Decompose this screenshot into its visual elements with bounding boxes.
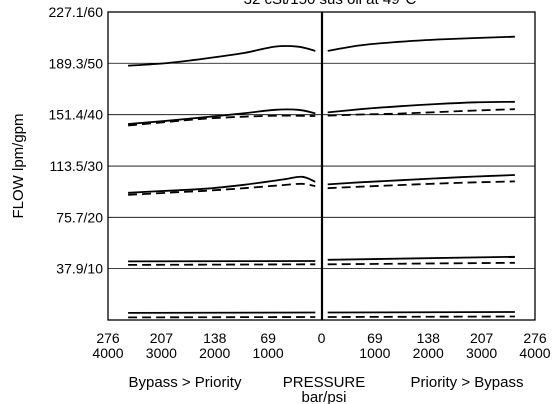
x-tick-label-bar: 138 bbox=[203, 330, 227, 346]
x-label-priority-bypass: Priority > Bypass bbox=[411, 374, 524, 391]
flow-curve-solid-right bbox=[327, 174, 515, 186]
x-tick-label-bar: 138 bbox=[417, 330, 441, 346]
x-tick-label-psi: 4000 bbox=[519, 345, 550, 361]
y-tick-label: 151.4/40 bbox=[49, 107, 104, 123]
x-label-bypass-priority: Bypass > Priority bbox=[129, 374, 242, 391]
flow-curve-dashed-right bbox=[327, 180, 515, 190]
y-tick-labels: 227.1/60 189.3/50 151.4/40 113.5/30 75.7/20 3… bbox=[49, 4, 104, 277]
x-tick-label-psi: 1000 bbox=[359, 345, 390, 361]
chart-title: 32 cSt/150 sus oil at 49°C bbox=[244, 0, 417, 8]
flow-curve-dashed-right bbox=[327, 108, 515, 117]
flow-curve-dashed-left bbox=[128, 114, 316, 127]
y-tick-label: 75.7/20 bbox=[56, 209, 103, 225]
y-tick-label: 37.9/10 bbox=[56, 261, 103, 277]
x-tick-label-bar: 276 bbox=[96, 330, 120, 346]
x-tick-label-psi: 2000 bbox=[413, 345, 444, 361]
flow-curve-solid-right bbox=[327, 35, 515, 52]
x-tick-label-bar: 276 bbox=[523, 330, 547, 346]
flow-curve-dashed-left bbox=[128, 182, 316, 196]
flow-curve-dashed-left bbox=[128, 263, 316, 266]
x-tick-label-psi: 1000 bbox=[253, 345, 284, 361]
x-tick-label-bar: 69 bbox=[367, 330, 383, 346]
x-label-units: bar/psi bbox=[301, 389, 346, 404]
x-tick-label-psi: 3000 bbox=[466, 345, 497, 361]
x-tick-label-psi: 2000 bbox=[199, 345, 230, 361]
flow-curve-dashed-right bbox=[327, 261, 515, 266]
flow-curve-solid-right bbox=[327, 100, 515, 114]
y-tick-label: 113.5/30 bbox=[50, 158, 104, 174]
flow-curve-solid-right bbox=[327, 255, 515, 261]
series-lines bbox=[128, 35, 515, 319]
y-axis-label: FLOW lpm/gpm bbox=[10, 113, 27, 218]
x-tick-label-bar: 69 bbox=[260, 330, 276, 346]
x-label-pressure: PRESSURE bbox=[283, 374, 366, 391]
y-tick-label: 189.3/50 bbox=[49, 55, 104, 71]
flow-curve-solid-right bbox=[327, 311, 515, 314]
flow-curve-solid-left bbox=[128, 175, 316, 194]
flow-curve-solid-left bbox=[128, 108, 316, 125]
x-tick-label-bar: 207 bbox=[150, 330, 174, 346]
x-tick-label-bar: 0 bbox=[318, 330, 326, 346]
x-tick-label-psi: 4000 bbox=[92, 345, 123, 361]
x-tick-label-bar: 207 bbox=[470, 330, 494, 346]
x-tick-label-psi: 3000 bbox=[146, 345, 177, 361]
y-tick-label: 227.1/60 bbox=[49, 4, 104, 20]
flow-curve-dashed-right bbox=[327, 315, 515, 318]
flow-curve-solid-left bbox=[128, 45, 316, 67]
